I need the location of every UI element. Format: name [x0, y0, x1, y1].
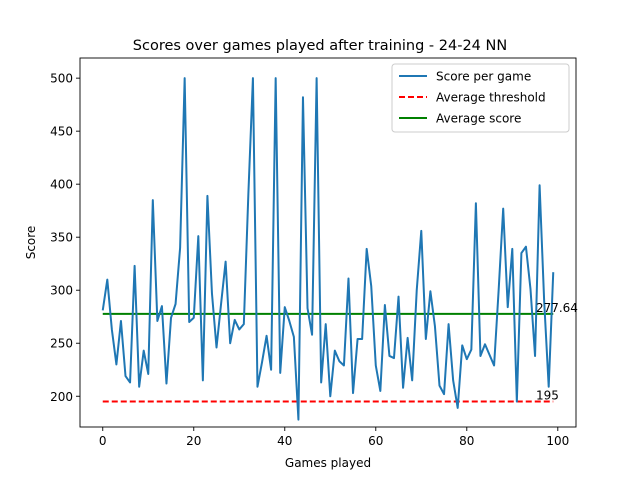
- chart-title: Scores over games played after training …: [133, 38, 507, 54]
- y-tick-label-4: 400: [50, 178, 73, 192]
- x-tick-label-2: 40: [277, 434, 292, 448]
- legend-box: [391, 63, 570, 133]
- x-tick-label-5: 100: [546, 434, 569, 448]
- y-tick-label-0: 200: [50, 390, 73, 404]
- x-tick-label-3: 60: [368, 434, 383, 448]
- annotations: 277.64 195: [536, 301, 578, 403]
- annotation-label-0: 277.64: [536, 301, 578, 315]
- legend-label-2: Average score: [436, 112, 521, 126]
- x-tick-label-4: 80: [459, 434, 474, 448]
- x-tick-label-0: 0: [99, 434, 107, 448]
- y-tick-label-5: 450: [50, 125, 73, 139]
- y-tick-label-3: 350: [50, 231, 73, 245]
- annotation-label-1: 195: [536, 389, 559, 403]
- y-axis-label: Score: [24, 226, 38, 260]
- legend-label-1: Average threshold: [436, 91, 546, 105]
- plot-area: [101, 77, 555, 421]
- x-tick-label-1: 20: [186, 434, 201, 448]
- legend: Score per game Average threshold Average s…: [391, 63, 570, 133]
- x-axis-label: Games played: [285, 456, 371, 470]
- y-tick-label-6: 500: [50, 72, 73, 86]
- legend-label-0: Score per game: [436, 70, 531, 84]
- y-tick-label-2: 300: [50, 284, 73, 298]
- y-axis: 200 250 300 350 400 450 500: [50, 72, 80, 404]
- y-tick-label-1: 250: [50, 337, 73, 351]
- x-axis: 0 20 40 60 80 100: [99, 427, 569, 448]
- series-line-0: [101, 77, 555, 421]
- axes-frame: [79, 57, 577, 428]
